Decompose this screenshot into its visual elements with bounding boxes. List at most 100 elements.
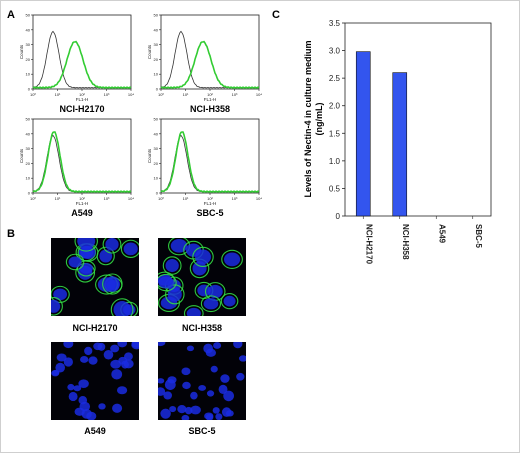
- cell-group: [51, 238, 139, 316]
- y-tick-label: 10: [26, 176, 31, 181]
- nucleus: [195, 249, 211, 265]
- nectin4-histogram-line: [32, 131, 132, 193]
- x-tick-label: 10¹: [183, 92, 189, 97]
- membrane-signal: [221, 249, 243, 269]
- nucleus: [203, 343, 213, 354]
- membrane-signal: [192, 246, 214, 268]
- membrane-signal: [183, 305, 204, 316]
- flow-sample-label: NCI-H358: [190, 104, 230, 114]
- nucleus: [203, 298, 219, 310]
- membrane-signal: [220, 293, 239, 310]
- x-tick-label: 10⁰: [158, 92, 164, 97]
- x-tick-label: 10¹: [55, 92, 61, 97]
- cell-group: [51, 342, 139, 420]
- x-tick-label: 10¹: [55, 196, 61, 201]
- y-tick-label: 20: [154, 161, 159, 166]
- nucleus: [105, 238, 119, 251]
- nucleus: [68, 256, 82, 268]
- nucleus: [51, 299, 61, 313]
- micro-sample-label: A549: [84, 426, 106, 436]
- bar: [355, 51, 371, 217]
- y-tick-label: 30: [154, 146, 159, 151]
- micrograph-background: [51, 342, 139, 420]
- nucleus: [223, 252, 241, 267]
- nucleus: [181, 414, 190, 420]
- x-axis-label: FL1-H: [76, 97, 89, 102]
- nucleus: [104, 276, 120, 292]
- nucleus: [190, 405, 201, 415]
- bar-chart: Levels of Nectin-4 in culture medium (ng…: [303, 19, 492, 265]
- x-axis-label: FL1-H: [76, 201, 89, 206]
- y-tick-label: 40: [26, 27, 31, 32]
- y-tick-label: 2.5: [329, 74, 341, 83]
- x-axis-label: FL1-H: [204, 201, 217, 206]
- panel-label-a: A: [7, 9, 15, 21]
- nucleus: [181, 367, 191, 376]
- nucleus: [167, 376, 177, 384]
- membrane-signal: [200, 295, 222, 313]
- nucleus: [117, 342, 128, 348]
- y-tick-label: 0: [28, 87, 31, 92]
- nucleus: [158, 276, 174, 289]
- histogram-frame: [32, 118, 132, 194]
- histogram-frame: [32, 14, 132, 90]
- x-tick-label: 10⁴: [128, 196, 134, 201]
- y-tick-label: 3.5: [329, 19, 341, 28]
- nucleus: [238, 355, 246, 362]
- y-tick-label: 10: [154, 72, 159, 77]
- nucleus: [98, 403, 106, 410]
- nucleus: [55, 362, 66, 373]
- y-tick-label: 50: [26, 13, 31, 18]
- nucleus: [186, 307, 201, 316]
- x-tick-label: 10⁴: [256, 92, 262, 97]
- y-tick-label: 40: [154, 131, 159, 136]
- membrane-signal: [120, 239, 139, 258]
- cell-group: [158, 342, 246, 420]
- x-tick-label: 10⁴: [128, 92, 134, 97]
- x-tick-label: 10⁰: [30, 196, 36, 201]
- nucleus: [112, 403, 123, 413]
- y-tick-label: 30: [26, 146, 31, 151]
- y-axis-label: Counts: [147, 44, 152, 59]
- nucleus: [84, 346, 93, 356]
- flow-cytometry-panel: 10⁰ 10¹ 10² 10³ 10⁴ 0 10 20 30 40 50 FL1-H Counts 10…: [19, 13, 262, 207]
- nucleus: [103, 349, 114, 360]
- micrograph-sbc-5: [158, 342, 246, 420]
- nucleus: [73, 385, 82, 392]
- nectin4-histogram-line: [32, 40, 132, 89]
- nucleus: [165, 259, 179, 273]
- nectin4-histogram-line: [160, 40, 260, 89]
- nucleus: [223, 390, 235, 402]
- flow-sample-label: NCI-H2170: [59, 104, 104, 114]
- y-tick-label: 50: [154, 13, 159, 18]
- nucleus: [221, 407, 232, 417]
- nucleus: [52, 370, 60, 376]
- nucleus: [215, 413, 223, 420]
- membrane-signal: [102, 238, 122, 254]
- nucleus: [56, 353, 67, 362]
- nucleus: [163, 391, 173, 400]
- membrane-signal: [165, 284, 185, 305]
- y-tick-label: 1.5: [329, 129, 341, 138]
- panel-label-b: B: [7, 228, 15, 240]
- nucleus: [207, 284, 223, 299]
- membrane-signal: [158, 273, 177, 292]
- nucleus: [186, 345, 195, 352]
- membrane-signal: [76, 260, 96, 277]
- histogram-a549: 10⁰ 10¹ 10² 10³ 10⁴ 0 10 20 30 40 50 FL1-H Counts: [19, 117, 134, 207]
- y-tick-label: 0: [156, 87, 159, 92]
- x-tick-label: 10⁰: [158, 196, 164, 201]
- nucleus: [111, 369, 123, 380]
- y-tick-label: 3.0: [329, 47, 341, 56]
- y-tick-label: 20: [26, 57, 31, 62]
- nucleus: [78, 379, 89, 389]
- nucleus: [158, 342, 166, 347]
- y-tick-label: 0: [336, 212, 341, 221]
- y-tick-label: 30: [154, 42, 159, 47]
- nucleus: [123, 242, 138, 256]
- x-tick-label: 10⁰: [30, 92, 36, 97]
- y-tick-label: 10: [154, 176, 159, 181]
- membrane-signal: [110, 298, 134, 316]
- nucleus: [116, 386, 128, 395]
- nucleus: [190, 391, 198, 400]
